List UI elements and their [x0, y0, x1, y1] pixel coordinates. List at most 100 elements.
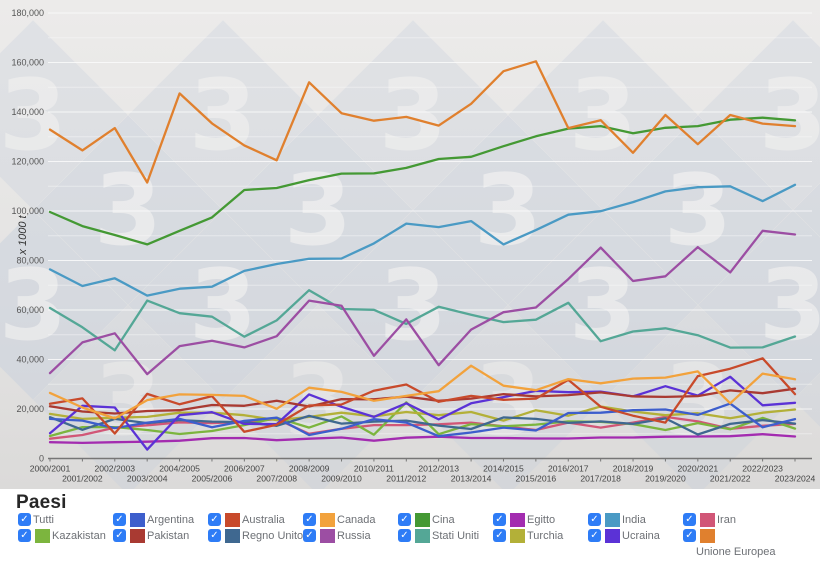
- svg-text:3: 3: [759, 59, 820, 173]
- svg-text:3: 3: [189, 59, 257, 173]
- color-swatch-australia: [225, 513, 240, 527]
- gridlines: [48, 12, 812, 459]
- checkbox-turchia[interactable]: ✓: [493, 528, 506, 542]
- legend-label-argentina: Argentina: [147, 514, 195, 526]
- legend-item-tutti[interactable]: ✓ Tutti: [18, 513, 54, 527]
- checkbox-stati-uniti[interactable]: ✓: [398, 528, 411, 542]
- svg-text:2001/2002: 2001/2002: [62, 474, 103, 484]
- legend-label-egitto: Egitto: [527, 514, 556, 526]
- legend-item-india[interactable]: ✓ India: [588, 513, 646, 527]
- line-cina: [48, 116, 797, 246]
- checkbox-unione-europea[interactable]: ✓: [683, 528, 696, 542]
- legend-item-turchia[interactable]: ✓ Turchia: [493, 528, 564, 543]
- legend-label-turchia: Turchia: [527, 529, 564, 542]
- watermark-diamond: 3: [508, 210, 698, 400]
- legend-item-egitto[interactable]: ✓ Egitto: [493, 513, 555, 527]
- legend-label-stati-uniti: Stati Uniti: [432, 529, 480, 542]
- svg-text:2002/2003: 2002/2003: [94, 464, 135, 474]
- legend-item-russia[interactable]: ✓ Russia: [303, 528, 371, 543]
- checkbox-ucraina[interactable]: ✓: [588, 528, 601, 542]
- legend-item-argentina[interactable]: ✓ Argentina: [113, 513, 194, 527]
- svg-text:3: 3: [94, 344, 162, 458]
- svg-text:2017/2018: 2017/2018: [580, 474, 621, 484]
- svg-text:2023/2024: 2023/2024: [775, 474, 816, 484]
- svg-text:3: 3: [379, 59, 447, 173]
- checkbox-australia[interactable]: ✓: [208, 513, 221, 526]
- legend-label-kazakistan: Kazakistan: [52, 529, 106, 542]
- checkbox-india[interactable]: ✓: [588, 513, 601, 526]
- color-swatch-unione-europea: [700, 528, 715, 543]
- legend-label-india: India: [622, 514, 646, 526]
- line-unione-europea: [48, 60, 797, 184]
- legend-label-canada: Canada: [337, 514, 376, 526]
- color-swatch-canada: [320, 513, 335, 527]
- legend-item-regno-unito[interactable]: ✓ Regno Unito: [208, 528, 303, 543]
- svg-text:2019/2020: 2019/2020: [645, 474, 686, 484]
- svg-text:3: 3: [759, 249, 820, 363]
- svg-text:100,000: 100,000: [11, 206, 44, 216]
- legend-item-cina[interactable]: ✓ Cina: [398, 513, 455, 527]
- svg-text:160,000: 160,000: [11, 58, 44, 68]
- svg-text:2009/2010: 2009/2010: [321, 474, 362, 484]
- svg-text:60,000: 60,000: [16, 305, 44, 315]
- svg-text:2004/2005: 2004/2005: [159, 464, 200, 474]
- legend-label-cina: Cina: [432, 514, 455, 526]
- svg-text:3: 3: [569, 59, 637, 173]
- legend-item-kazakistan[interactable]: ✓ Kazakistan: [18, 528, 106, 543]
- line-russia: [48, 229, 797, 376]
- line-ucraina: [48, 375, 797, 451]
- svg-text:2003/2004: 2003/2004: [127, 474, 168, 484]
- checkbox-argentina[interactable]: ✓: [113, 513, 126, 526]
- color-swatch-pakistan: [130, 528, 145, 543]
- watermark-diamond: 3: [603, 305, 793, 489]
- line-canada: [48, 364, 797, 420]
- legend-item-canada[interactable]: ✓ Canada: [303, 513, 376, 527]
- svg-text:3: 3: [0, 59, 67, 173]
- legend-item-pakistan[interactable]: ✓ Pakistan: [113, 528, 190, 543]
- legend-title: Paesi: [16, 492, 67, 513]
- watermark-diamond: 3: [0, 20, 128, 210]
- line-iran: [48, 415, 797, 440]
- line-kazakistan: [48, 401, 797, 438]
- svg-text:2006/2007: 2006/2007: [224, 464, 265, 474]
- legend-item-stati-uniti[interactable]: ✓ Stati Uniti: [398, 528, 480, 543]
- watermark-diamond: 3: [698, 210, 820, 400]
- svg-text:2016/2017: 2016/2017: [548, 464, 589, 474]
- color-swatch-india: [605, 513, 620, 527]
- legend-item-ucraina[interactable]: ✓ Ucraina: [588, 528, 660, 543]
- checkbox-pakistan[interactable]: ✓: [113, 528, 126, 542]
- legend-item-unione-europea[interactable]: ✓ Unione Europea: [683, 528, 776, 559]
- legend-item-iran[interactable]: ✓ Iran: [683, 513, 736, 527]
- svg-text:80,000: 80,000: [16, 256, 44, 266]
- svg-text:3: 3: [664, 344, 732, 458]
- checkbox-canada[interactable]: ✓: [303, 513, 316, 526]
- svg-text:0: 0: [39, 454, 44, 464]
- checkbox-iran[interactable]: ✓: [683, 513, 696, 526]
- svg-text:2015/2016: 2015/2016: [516, 474, 557, 484]
- legend-item-australia[interactable]: ✓ Australia: [208, 513, 285, 527]
- watermark-diamond: 3: [698, 20, 820, 210]
- color-swatch-cina: [415, 513, 430, 527]
- checkbox-cina[interactable]: ✓: [398, 513, 411, 526]
- checkbox-regno-unito[interactable]: ✓: [208, 528, 221, 542]
- legend-label-unione-europea: Unione Europea: [696, 545, 776, 558]
- checkbox-kazakistan[interactable]: ✓: [18, 528, 31, 542]
- legend-label-ucraina: Ucraina: [622, 529, 660, 542]
- y-axis-title: x 1000 t: [17, 214, 29, 255]
- svg-text:2000/2001: 2000/2001: [30, 464, 71, 474]
- checkbox-tutti[interactable]: ✓: [18, 513, 31, 526]
- checkbox-russia[interactable]: ✓: [303, 528, 316, 542]
- series-lines: [48, 60, 797, 451]
- line-egitto: [48, 433, 797, 445]
- svg-text:2005/2006: 2005/2006: [192, 474, 233, 484]
- checkbox-egitto[interactable]: ✓: [493, 513, 506, 526]
- watermark-diamond: 3: [0, 210, 128, 400]
- line-chart-area: 3 3 3 3 3 3 3 3 3 3 3 3 3 3: [0, 0, 820, 489]
- svg-text:2022/2023: 2022/2023: [742, 464, 783, 474]
- line-stati-uniti: [48, 289, 797, 352]
- legend-label-pakistan: Pakistan: [147, 529, 190, 542]
- svg-text:140,000: 140,000: [11, 107, 44, 117]
- svg-text:3: 3: [569, 249, 637, 363]
